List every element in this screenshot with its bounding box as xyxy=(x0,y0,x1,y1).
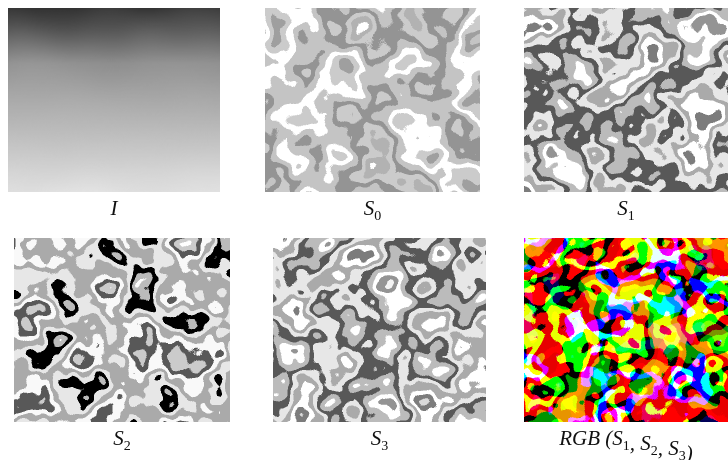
image-panel: S3 xyxy=(273,238,486,454)
label-text: S xyxy=(364,196,375,220)
label-subscript: 2 xyxy=(651,444,658,459)
label-subscript: 2 xyxy=(124,439,131,454)
image xyxy=(273,238,486,422)
label-subscript: 0 xyxy=(374,209,381,224)
label-text: ) xyxy=(685,441,693,460)
image-label: S1 xyxy=(617,196,635,224)
label-text: S xyxy=(617,196,628,220)
label-text: , S xyxy=(630,431,652,455)
image-label: S3 xyxy=(371,426,389,454)
image xyxy=(265,8,480,192)
image-panel: RGB (S1, S2, S3) xyxy=(524,238,728,460)
image-panel: S2 xyxy=(14,238,230,454)
image-panel: S1 xyxy=(524,8,728,224)
image xyxy=(524,8,728,192)
image-panel: I xyxy=(8,8,220,220)
image xyxy=(524,238,728,422)
label-text: RGB (S xyxy=(558,426,623,450)
label-subscript: 1 xyxy=(623,439,630,454)
label-subscript: 3 xyxy=(679,449,686,460)
image-label: I xyxy=(110,196,119,220)
image-texture xyxy=(8,8,220,192)
figure: IS0S1S2S3RGB (S1, S2, S3) xyxy=(0,0,728,460)
image xyxy=(14,238,230,422)
label-text: I xyxy=(110,196,119,220)
image-label: RGB (S1, S2, S3) xyxy=(558,426,693,460)
label-text: S xyxy=(371,426,382,450)
image-label: S2 xyxy=(113,426,131,454)
label-subscript: 3 xyxy=(381,439,388,454)
label-subscript: 1 xyxy=(628,209,635,224)
label-text: , S xyxy=(658,436,680,460)
image-panel: S0 xyxy=(265,8,480,224)
image-label: S0 xyxy=(364,196,382,224)
label-text: S xyxy=(113,426,124,450)
